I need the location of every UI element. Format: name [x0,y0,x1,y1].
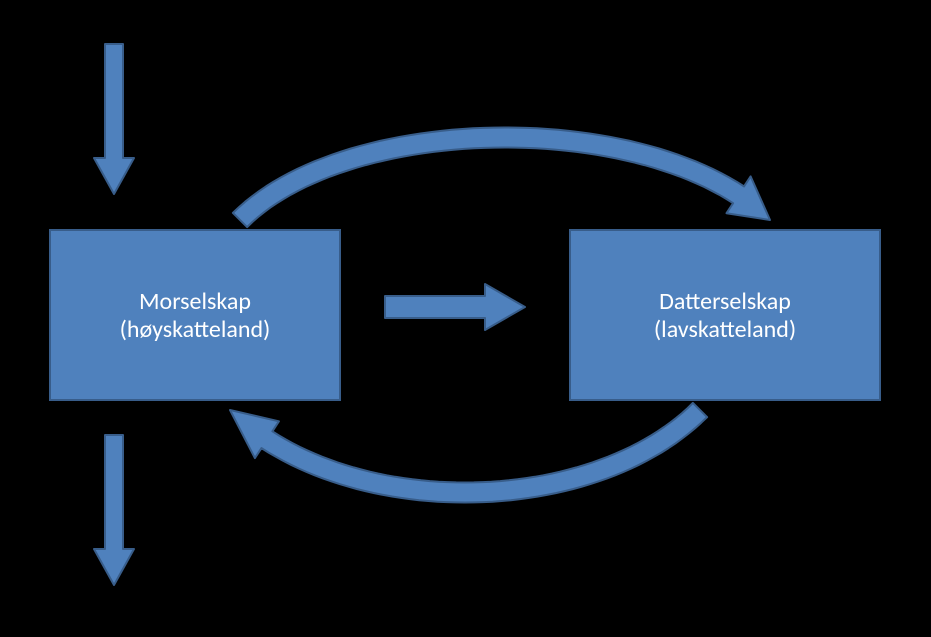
arrow-bottom-curve [230,403,707,503]
diagram-canvas: Morselskap(høyskatteland) Datterselskap(l… [0,0,931,637]
arrow-out-bottom [94,435,134,585]
arrow-top-curve [233,128,770,228]
node-label-subsidiary-line2: (lavskatteland) [654,315,796,344]
node-parent: Morselskap(høyskatteland) [50,230,340,400]
node-label-parent-line2: (høyskatteland) [120,315,271,344]
arrow-in-top [94,44,134,194]
node-subsidiary: Datterselskap(lavskatteland) [570,230,880,400]
node-label-parent-line1: Morselskap [139,287,251,316]
node-label-subsidiary-line1: Datterselskap [659,287,791,316]
arrow-mid-right [385,284,525,330]
